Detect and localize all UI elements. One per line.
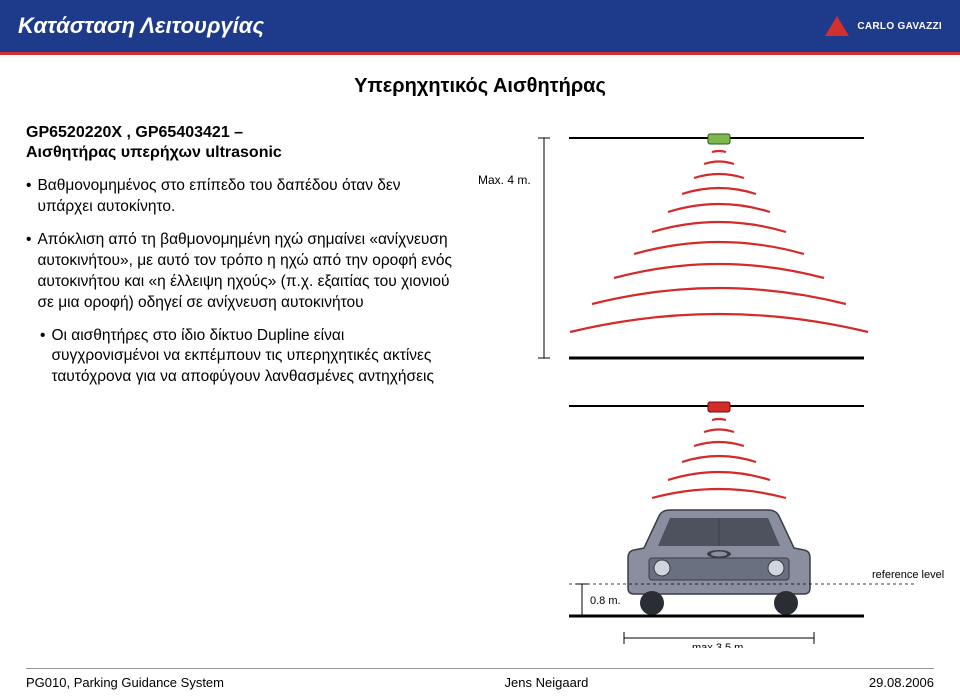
ref-level-label: reference level — [872, 569, 944, 581]
footer-center: Jens Neigaard — [505, 675, 589, 690]
footer-right: 29.08.2006 — [869, 675, 934, 690]
car-height-label: 0.8 m. — [590, 595, 621, 607]
diagram-column: Max. 4 m. — [474, 124, 934, 400]
bullet-2: • Απόκλιση από τη βαθμονομημένη ηχώ σημα… — [26, 230, 456, 314]
sensor-diagram: Max. 4 m. — [474, 118, 954, 648]
content-area: Υπερηχητικός Αισθητήρας GP6520220X , GP6… — [0, 55, 960, 400]
footer: PG010, Parking Guidance System Jens Neig… — [0, 668, 960, 690]
bullet-dot-icon: • — [26, 176, 31, 218]
bullet-1: • Βαθμονομημένος στο επίπεδο του δαπέδου… — [26, 176, 456, 218]
page-title: Υπερηχητικός Αισθητήρας — [26, 75, 934, 98]
product-name: Αισθητήρας υπερήχων ultrasonic — [26, 144, 456, 162]
bullet-dot-icon: • — [40, 326, 45, 389]
footer-row: PG010, Parking Guidance System Jens Neig… — [0, 675, 960, 690]
bullet-text: Απόκλιση από τη βαθμονομημένη ηχώ σημαίν… — [37, 230, 456, 314]
logo-triangle-icon — [825, 16, 849, 36]
max-height-label: Max. 4 m. — [478, 173, 531, 187]
layout-row: GP6520220X , GP65403421 – Αισθητήρας υπε… — [26, 124, 934, 400]
bullet-text: Οι αισθητήρες στο ίδιο δίκτυο Dupline εί… — [51, 326, 456, 389]
footer-divider — [26, 668, 934, 669]
text-column: GP6520220X , GP65403421 – Αισθητήρας υπε… — [26, 124, 456, 400]
bullet-dot-icon: • — [26, 230, 31, 314]
bullet-text: Βαθμονομημένος στο επίπεδο του δαπέδου ό… — [37, 176, 456, 218]
footer-left: PG010, Parking Guidance System — [26, 675, 224, 690]
header-bar: Κατάσταση Λειτουργίας CARLO GAVAZZI — [0, 0, 960, 52]
header-title: Κατάσταση Λειτουργίας — [18, 13, 264, 39]
brand-logo: CARLO GAVAZZI — [825, 16, 942, 36]
product-code: GP6520220X , GP65403421 – — [26, 124, 456, 142]
car-width-label: max 3.5 m. — [692, 642, 746, 648]
logo-text: CARLO GAVAZZI — [857, 21, 942, 32]
car-icon — [628, 510, 810, 615]
bullet-3: • Οι αισθητήρες στο ίδιο δίκτυο Dupline … — [40, 326, 456, 389]
